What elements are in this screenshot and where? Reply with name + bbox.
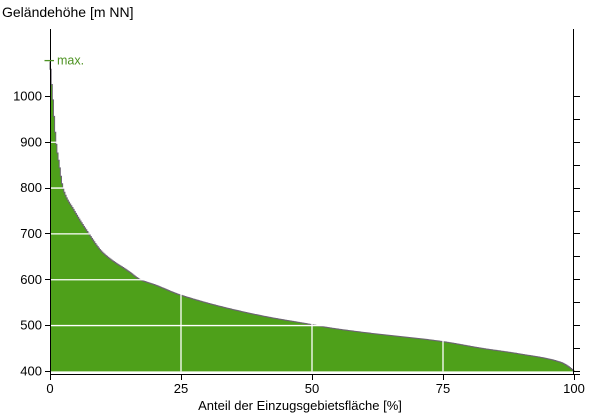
svg-text:50: 50 xyxy=(305,381,319,396)
svg-text:25: 25 xyxy=(174,381,188,396)
svg-text:0: 0 xyxy=(46,381,53,396)
svg-text:400: 400 xyxy=(20,363,42,378)
svg-text:800: 800 xyxy=(20,180,42,195)
svg-text:100: 100 xyxy=(563,381,585,396)
svg-text:max.: max. xyxy=(57,54,84,68)
svg-text:700: 700 xyxy=(20,226,42,241)
svg-text:1000: 1000 xyxy=(13,89,42,104)
svg-text:600: 600 xyxy=(20,272,42,287)
svg-text:900: 900 xyxy=(20,134,42,149)
svg-text:75: 75 xyxy=(436,381,450,396)
svg-text:500: 500 xyxy=(20,318,42,333)
